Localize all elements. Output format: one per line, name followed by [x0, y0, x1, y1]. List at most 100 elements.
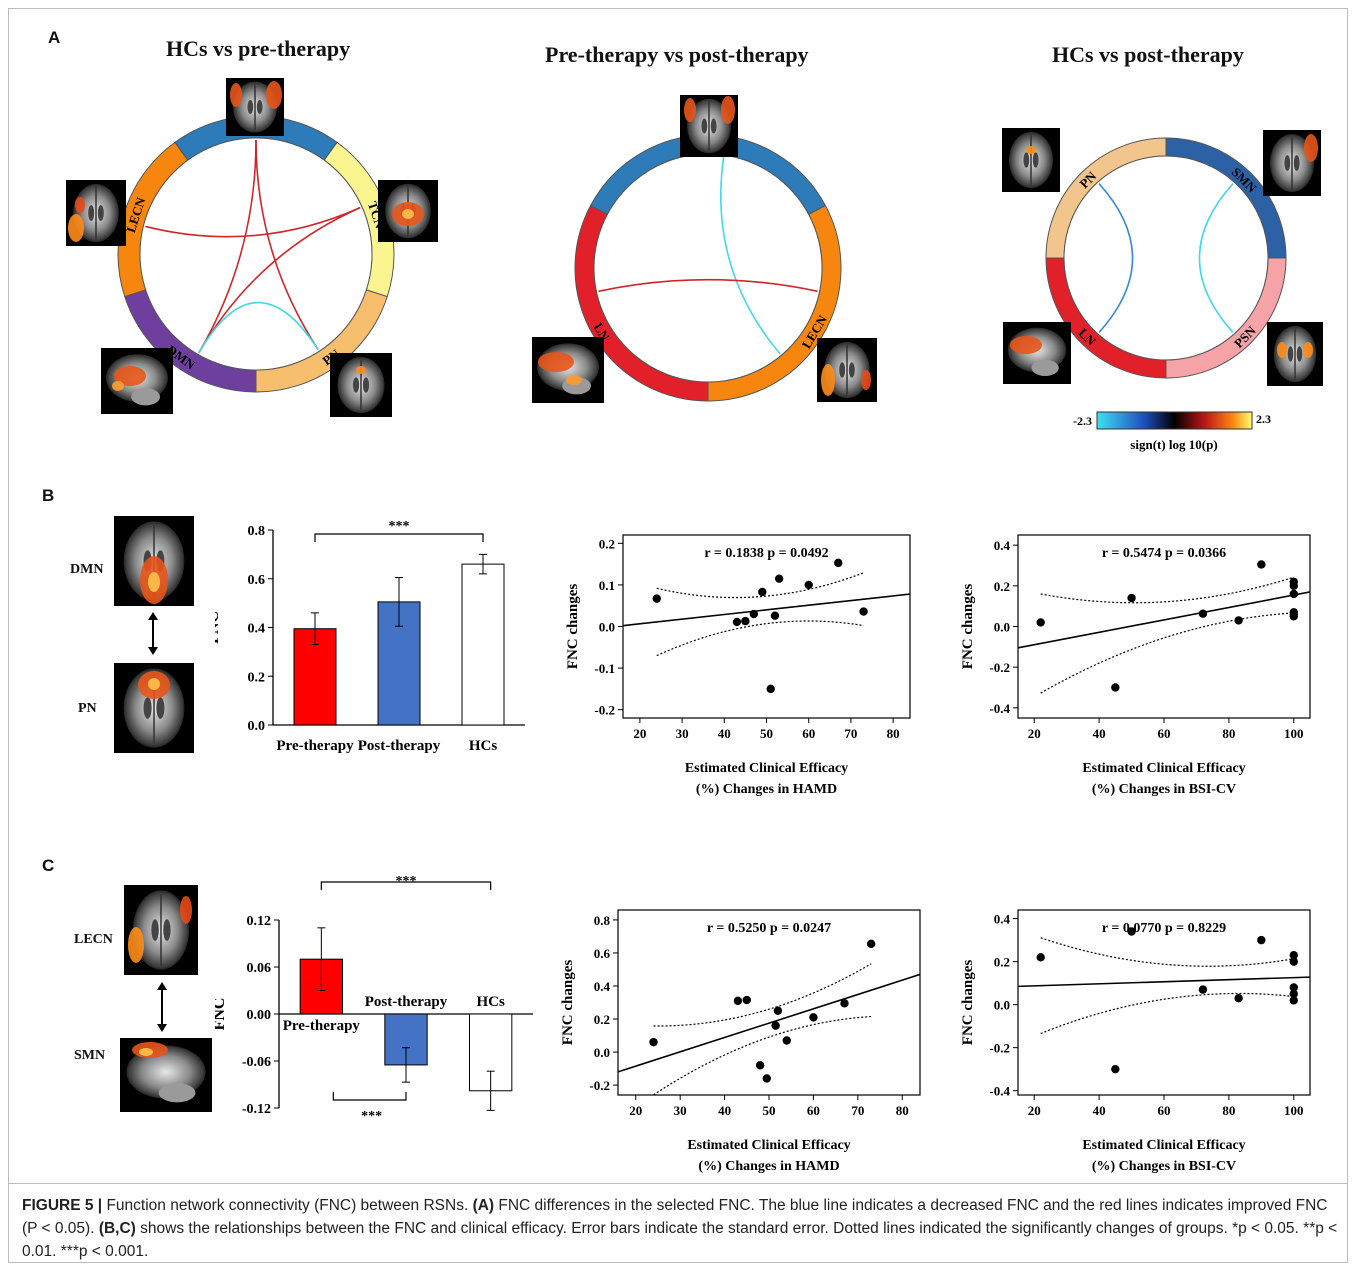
colorbar-max: 2.3	[1256, 412, 1271, 426]
y-tick-label: -0.06	[242, 1055, 271, 1070]
title-hcs-vs-post: HCs vs post-therapy	[1052, 42, 1244, 67]
regression-line	[618, 973, 920, 1073]
data-point-0	[649, 1037, 658, 1047]
figure-caption: FIGURE 5 | Function network connectivity…	[22, 1194, 1338, 1263]
y-axis-label: FNC changes	[565, 584, 581, 670]
scatter-plot: 20 30 40 50 60 70 80 -0.2 0.0 0.2 0.4 0.6 0.8 FNC cha…	[560, 909, 921, 1174]
x-axis-label-line1: Estimated Clinical Efficacy	[685, 761, 848, 776]
x-axis-label-line2: (%) Changes in HAMD	[698, 1159, 839, 1174]
plot-frame	[617, 909, 921, 1096]
y-tick-label: -0.2	[989, 1041, 1010, 1056]
x-tick-label: 20	[633, 726, 646, 741]
significance-marker-top: ***	[396, 874, 417, 889]
connection-3	[145, 206, 361, 238]
y-tick-label: 0.8	[248, 524, 266, 539]
caption-part-3: shows the relationships between the FNC …	[22, 1220, 1338, 1260]
y-tick-label: 0.4	[994, 912, 1011, 927]
y-tick-label: 0.2	[248, 670, 266, 685]
brain-ln-2	[532, 337, 604, 403]
x-tick-label: 60	[802, 726, 815, 741]
y-tick-label: 0.4	[248, 622, 266, 637]
plot-area	[1018, 937, 1310, 1035]
data-point-4	[1234, 616, 1243, 625]
data-point-5	[1257, 560, 1266, 569]
y-tick-label: 0.0	[994, 998, 1010, 1013]
x-tick-label: 40	[718, 726, 731, 741]
y-tick-label: 0.2	[994, 579, 1010, 594]
y-tick-label: 0.0	[594, 1045, 610, 1060]
bar-chart-b: 0.0 0.2 0.4 0.6 0.8 FNC Pre-therapy Post-therap…	[215, 519, 525, 754]
colorbar-min: -2.3	[1073, 414, 1092, 428]
category-label-0: Pre-therapy	[276, 738, 354, 754]
y-tick-label: 0.0	[994, 620, 1010, 635]
data-point-3	[1198, 609, 1208, 618]
y-tick-label: 0.06	[247, 961, 272, 976]
brain-pn-3	[1002, 128, 1060, 192]
data-point-9	[840, 999, 849, 1008]
data-point-7	[782, 1036, 791, 1045]
brain-pn-b	[114, 663, 194, 753]
data-point-10	[866, 939, 876, 949]
x-tick-label: 80	[1222, 726, 1235, 741]
x-tick-label: 80	[896, 1103, 909, 1118]
category-label-0: Pre-therapy	[283, 1018, 361, 1034]
brain-pn-1	[330, 353, 392, 417]
y-tick-label: 0.12	[247, 914, 272, 929]
brain-smn-c	[120, 1038, 212, 1112]
data-point-5	[766, 684, 775, 694]
regression-line	[1018, 591, 1310, 649]
y-axis-label: FNC changes	[560, 960, 576, 1046]
data-point-9	[834, 558, 843, 568]
y-axis-label: FNC changes	[960, 960, 976, 1046]
data-point-2	[742, 995, 751, 1005]
x-tick-label: 40	[1093, 1103, 1106, 1118]
data-point-6	[773, 1006, 783, 1015]
data-point-7	[1289, 581, 1298, 591]
plot-frame	[1017, 534, 1311, 719]
plot-frame	[622, 534, 911, 719]
x-tick-label: 80	[887, 726, 900, 741]
panel-b-label: B	[42, 486, 55, 505]
plot-area	[1018, 576, 1310, 694]
y-axis-label: FNC	[215, 611, 222, 644]
connection-4	[198, 301, 319, 354]
x-tick-label: 40	[718, 1103, 731, 1118]
connection-0	[198, 139, 257, 354]
x-tick-label: 40	[1093, 726, 1106, 741]
x-tick-label: 60	[1158, 726, 1171, 741]
regression-line	[1018, 976, 1310, 988]
data-point-8	[1289, 589, 1298, 599]
x-tick-label: 30	[676, 726, 689, 741]
data-point-2	[741, 616, 750, 626]
scatter-plot: 20 30 40 50 60 70 80 -0.2 -0.1 0.0 0.1 0.2 FNC chang…	[565, 534, 911, 797]
y-tick-label: 0.4	[994, 538, 1011, 553]
double-arrow-b	[148, 612, 158, 655]
y-tick-label: 0.0	[248, 719, 266, 734]
y-tick-label: 0.1	[599, 578, 615, 593]
y-tick-label: -0.4	[989, 701, 1010, 716]
circos-pre-vs-post: SMNLECNLN	[574, 134, 842, 402]
panel-a-label: A	[48, 28, 61, 47]
stats-annotation: r = 0.5250 p = 0.0247	[707, 921, 831, 936]
data-point-7	[1289, 957, 1298, 966]
x-tick-label: 80	[1222, 1103, 1235, 1118]
data-point-1	[733, 996, 743, 1006]
scatter-c-hamd: 20 30 40 50 60 70 80 -0.2 0.0 0.2 0.4 0.6 0.8 FNC cha…	[560, 909, 921, 1174]
brain-psn-3	[1267, 322, 1323, 386]
data-point-8	[1289, 983, 1298, 992]
data-point-0	[1036, 618, 1045, 627]
category-label-1: Post-therapy	[365, 994, 448, 1010]
y-tick-label: 0.2	[594, 1012, 610, 1027]
x-tick-label: 20	[629, 1103, 642, 1118]
regression-line	[623, 593, 910, 627]
category-label-1: Post-therapy	[358, 738, 441, 754]
data-point-6	[770, 611, 780, 620]
brain-dmn-b	[114, 516, 194, 606]
x-axis-label-line2: (%) Changes in BSI-CV	[1092, 782, 1236, 797]
data-point-3	[755, 1061, 765, 1070]
brain-ln-3	[1003, 322, 1071, 384]
data-point-4	[762, 1074, 771, 1083]
circos-hcs-vs-pre: SMNTCNPNDMNLECN	[117, 115, 395, 393]
